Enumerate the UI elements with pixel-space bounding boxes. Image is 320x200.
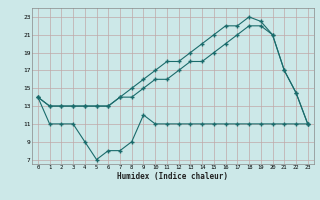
X-axis label: Humidex (Indice chaleur): Humidex (Indice chaleur) xyxy=(117,172,228,181)
